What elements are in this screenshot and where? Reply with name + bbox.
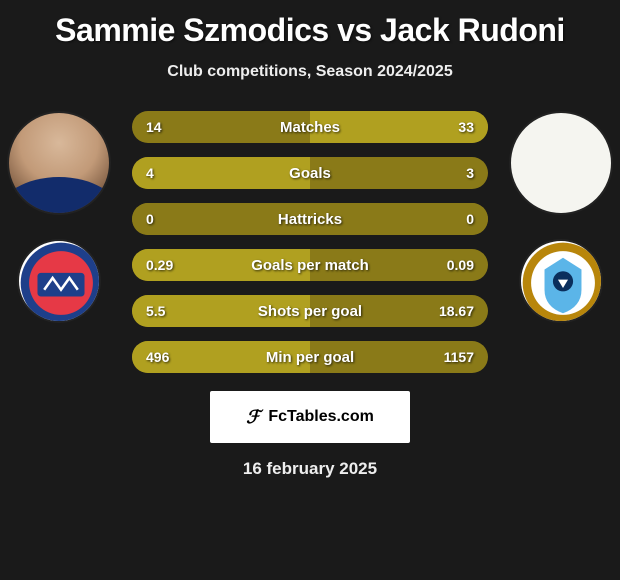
right-club-badge [519, 239, 603, 323]
page-title: Sammie Szmodics vs Jack Rudoni [0, 12, 620, 49]
stat-label: Goals [289, 165, 331, 182]
body-area: 14 Matches 33 4 Goals 3 0 Hattricks 0 0.29 Goals p… [0, 111, 620, 373]
left-player-shirt [7, 177, 111, 213]
left-club-badge-svg [19, 241, 101, 323]
left-player-column [4, 111, 114, 323]
stat-label: Matches [280, 119, 340, 136]
stat-label: Min per goal [266, 349, 354, 366]
stat-row: 4 Goals 3 [132, 157, 488, 189]
subtitle: Club competitions, Season 2024/2025 [0, 63, 620, 81]
stat-value-left: 4 [146, 165, 154, 181]
stat-value-left: 14 [146, 119, 162, 135]
right-player-photo [509, 111, 613, 215]
right-club-badge-svg [521, 241, 603, 323]
stat-value-left: 496 [146, 349, 169, 365]
stat-row: 14 Matches 33 [132, 111, 488, 143]
left-player-photo [7, 111, 111, 215]
stat-label: Hattricks [278, 211, 342, 228]
stat-label: Goals per match [251, 257, 369, 274]
stat-value-left: 0.29 [146, 257, 173, 273]
right-player-column [506, 111, 616, 323]
stats-panel: 14 Matches 33 4 Goals 3 0 Hattricks 0 0.29 Goals p… [132, 111, 488, 373]
stat-row: 0 Hattricks 0 [132, 203, 488, 235]
stat-row: 496 Min per goal 1157 [132, 341, 488, 373]
left-club-badge [17, 239, 101, 323]
footer-brand-badge: ℱ FcTables.com [210, 391, 410, 443]
stat-value-left: 0 [146, 211, 154, 227]
stat-value-right: 0 [466, 211, 474, 227]
stat-value-right: 0.09 [447, 257, 474, 273]
stat-value-right: 33 [458, 119, 474, 135]
stat-row: 5.5 Shots per goal 18.67 [132, 295, 488, 327]
comparison-card: Sammie Szmodics vs Jack Rudoni Club comp… [0, 0, 620, 580]
footer-brand-text: FcTables.com [268, 408, 374, 426]
stat-row: 0.29 Goals per match 0.09 [132, 249, 488, 281]
stat-highlight [132, 157, 310, 189]
date-label: 16 february 2025 [0, 459, 620, 479]
stat-value-right: 1157 [444, 349, 474, 365]
stat-label: Shots per goal [258, 303, 362, 320]
stat-value-right: 18.67 [439, 303, 474, 319]
stat-value-left: 5.5 [146, 303, 165, 319]
stat-value-right: 3 [466, 165, 474, 181]
footer-signature-icon: ℱ [246, 407, 260, 428]
